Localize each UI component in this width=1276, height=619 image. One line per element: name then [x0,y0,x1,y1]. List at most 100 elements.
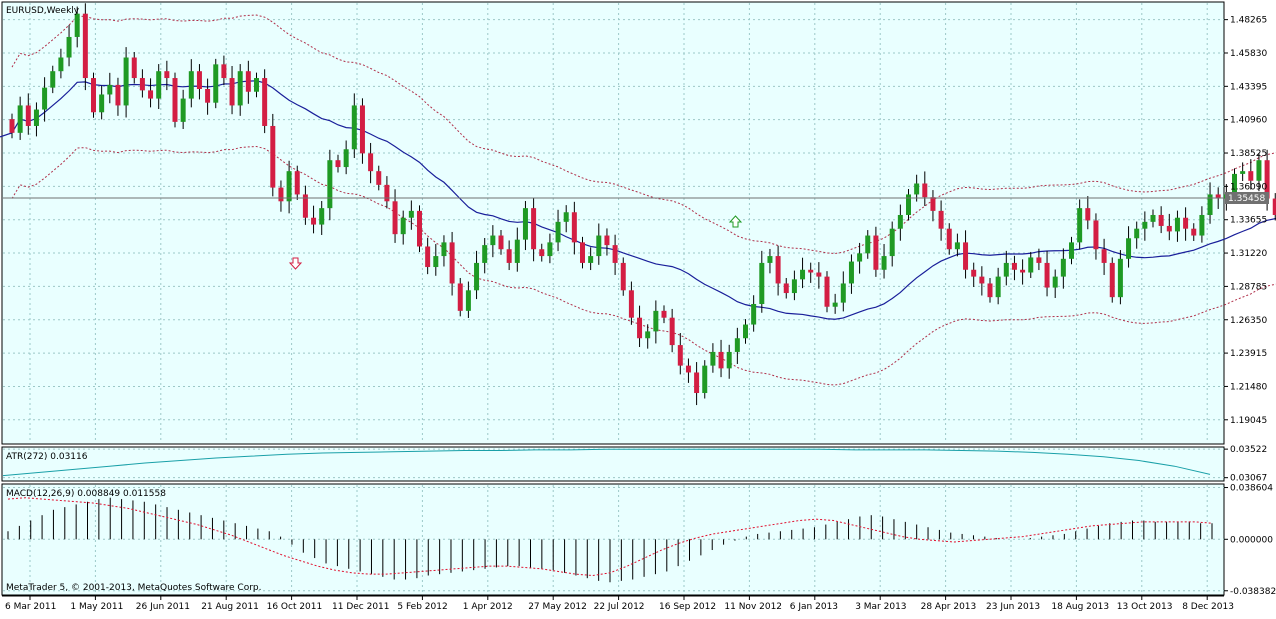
candle-bear [621,263,626,290]
candle-bull [792,279,797,293]
time-tick-label: 18 Aug 2013 [1051,602,1109,612]
candle-bull [1061,259,1066,277]
candle-bear [539,249,544,256]
candle-bull [1256,160,1261,181]
candle-bull [996,277,1001,298]
time-tick-label: 16 Oct 2011 [267,602,323,612]
time-tick-label: 8 Dec 2013 [1182,602,1234,612]
candle-bull [882,256,887,270]
candle-bear [221,64,226,78]
candle-bear [580,242,585,263]
candle-bear [360,105,365,153]
time-tick-label: 1 May 2011 [70,602,123,612]
candle-bull [564,212,569,222]
candle-bear [132,58,137,79]
price-axis: 1.482651.458301.433951.409601.385251.360… [1224,16,1267,426]
candle-bull [474,263,479,290]
candle-bear [939,211,944,229]
candle-bear [425,246,430,267]
candle-bear [963,242,968,269]
candle-bull [181,99,186,122]
candle-bull [1004,263,1009,277]
candle-bear [173,78,178,122]
candle-bear [10,119,15,133]
candle-bull [547,242,552,256]
candle-bull [352,105,357,149]
price-tick-label: 1.43395 [1230,82,1267,92]
macd-label: MACD(12,26,9) 0.008849 0.011558 [6,489,166,499]
candle-bull [914,183,919,194]
candle-bear [873,236,878,270]
candle-bull [645,331,650,338]
candle-bull [18,105,23,132]
time-tick-label: 27 May 2012 [528,602,587,612]
candle-bear [262,78,267,126]
candle-bear [148,90,153,98]
candle-bear [1110,263,1115,297]
candle-bear [230,78,235,105]
candle-bull [1134,229,1139,239]
candle-bear [686,366,691,373]
main-panel-bg [2,2,1224,444]
time-tick-label: 6 Jan 2013 [790,602,838,612]
candle-bull [1077,208,1082,242]
candle-bull [653,311,658,332]
candle-bull [800,270,805,280]
candle-bull [751,304,756,325]
candle-bull [727,352,732,368]
candle-bull [1028,257,1033,272]
candle-bull [955,242,960,249]
atr-panel-bg [2,447,1224,481]
price-tick-label: 1.38525 [1230,149,1267,159]
time-tick-label: 1 Apr 2012 [463,602,513,612]
candle-bull [107,85,112,95]
candle-bear [531,208,536,249]
time-tick-label: 22 Jul 2012 [594,602,645,612]
candle-bull [857,253,862,261]
candle-bear [140,78,145,90]
candle-bear [270,126,275,188]
candle-bull [1240,171,1245,174]
time-tick-label: 21 Aug 2011 [201,602,259,612]
candle-bear [719,352,724,368]
candle-bull [735,338,740,352]
candle-bear [278,188,283,202]
candle-bull [849,262,854,284]
candle-bull [596,236,601,257]
candle-bull [466,290,471,311]
candle-bull [42,88,47,110]
candle-bull [898,215,903,229]
candle-bull [344,149,349,167]
candle-bear [26,105,31,126]
time-tick-label: 16 Sep 2012 [659,602,716,612]
candle-bull [1118,259,1123,297]
candle-bear [417,211,422,247]
candle-bull [1142,222,1147,229]
candle-bull [213,64,218,102]
candle-bull [833,303,838,307]
candle-bull [189,71,194,98]
candle-bear [458,283,463,310]
time-tick-label: 13 Oct 2013 [1117,602,1173,612]
price-tick-label: 1.45830 [1230,49,1267,59]
candle-bear [115,85,120,106]
candle-bear [922,183,927,197]
candle-bear [368,153,373,171]
candle-bull [67,37,72,58]
candle-bear [376,171,381,185]
candle-bear [808,270,813,273]
price-tick-label: 1.23915 [1230,349,1267,359]
price-tick-label: 1.40960 [1230,116,1267,126]
atr-tick-label: 0.03522 [1230,445,1267,455]
macd-tick-label: -0.038382 [1230,587,1276,597]
candle-bull [238,71,243,105]
macd-tick-label: 0.038604 [1230,484,1273,494]
candle-bear [1012,263,1017,270]
candle-bear [604,236,609,246]
candle-bear [197,71,202,89]
candle-bear [988,283,993,297]
candle-bear [1085,208,1090,220]
time-tick-label: 3 Mar 2013 [855,602,906,612]
